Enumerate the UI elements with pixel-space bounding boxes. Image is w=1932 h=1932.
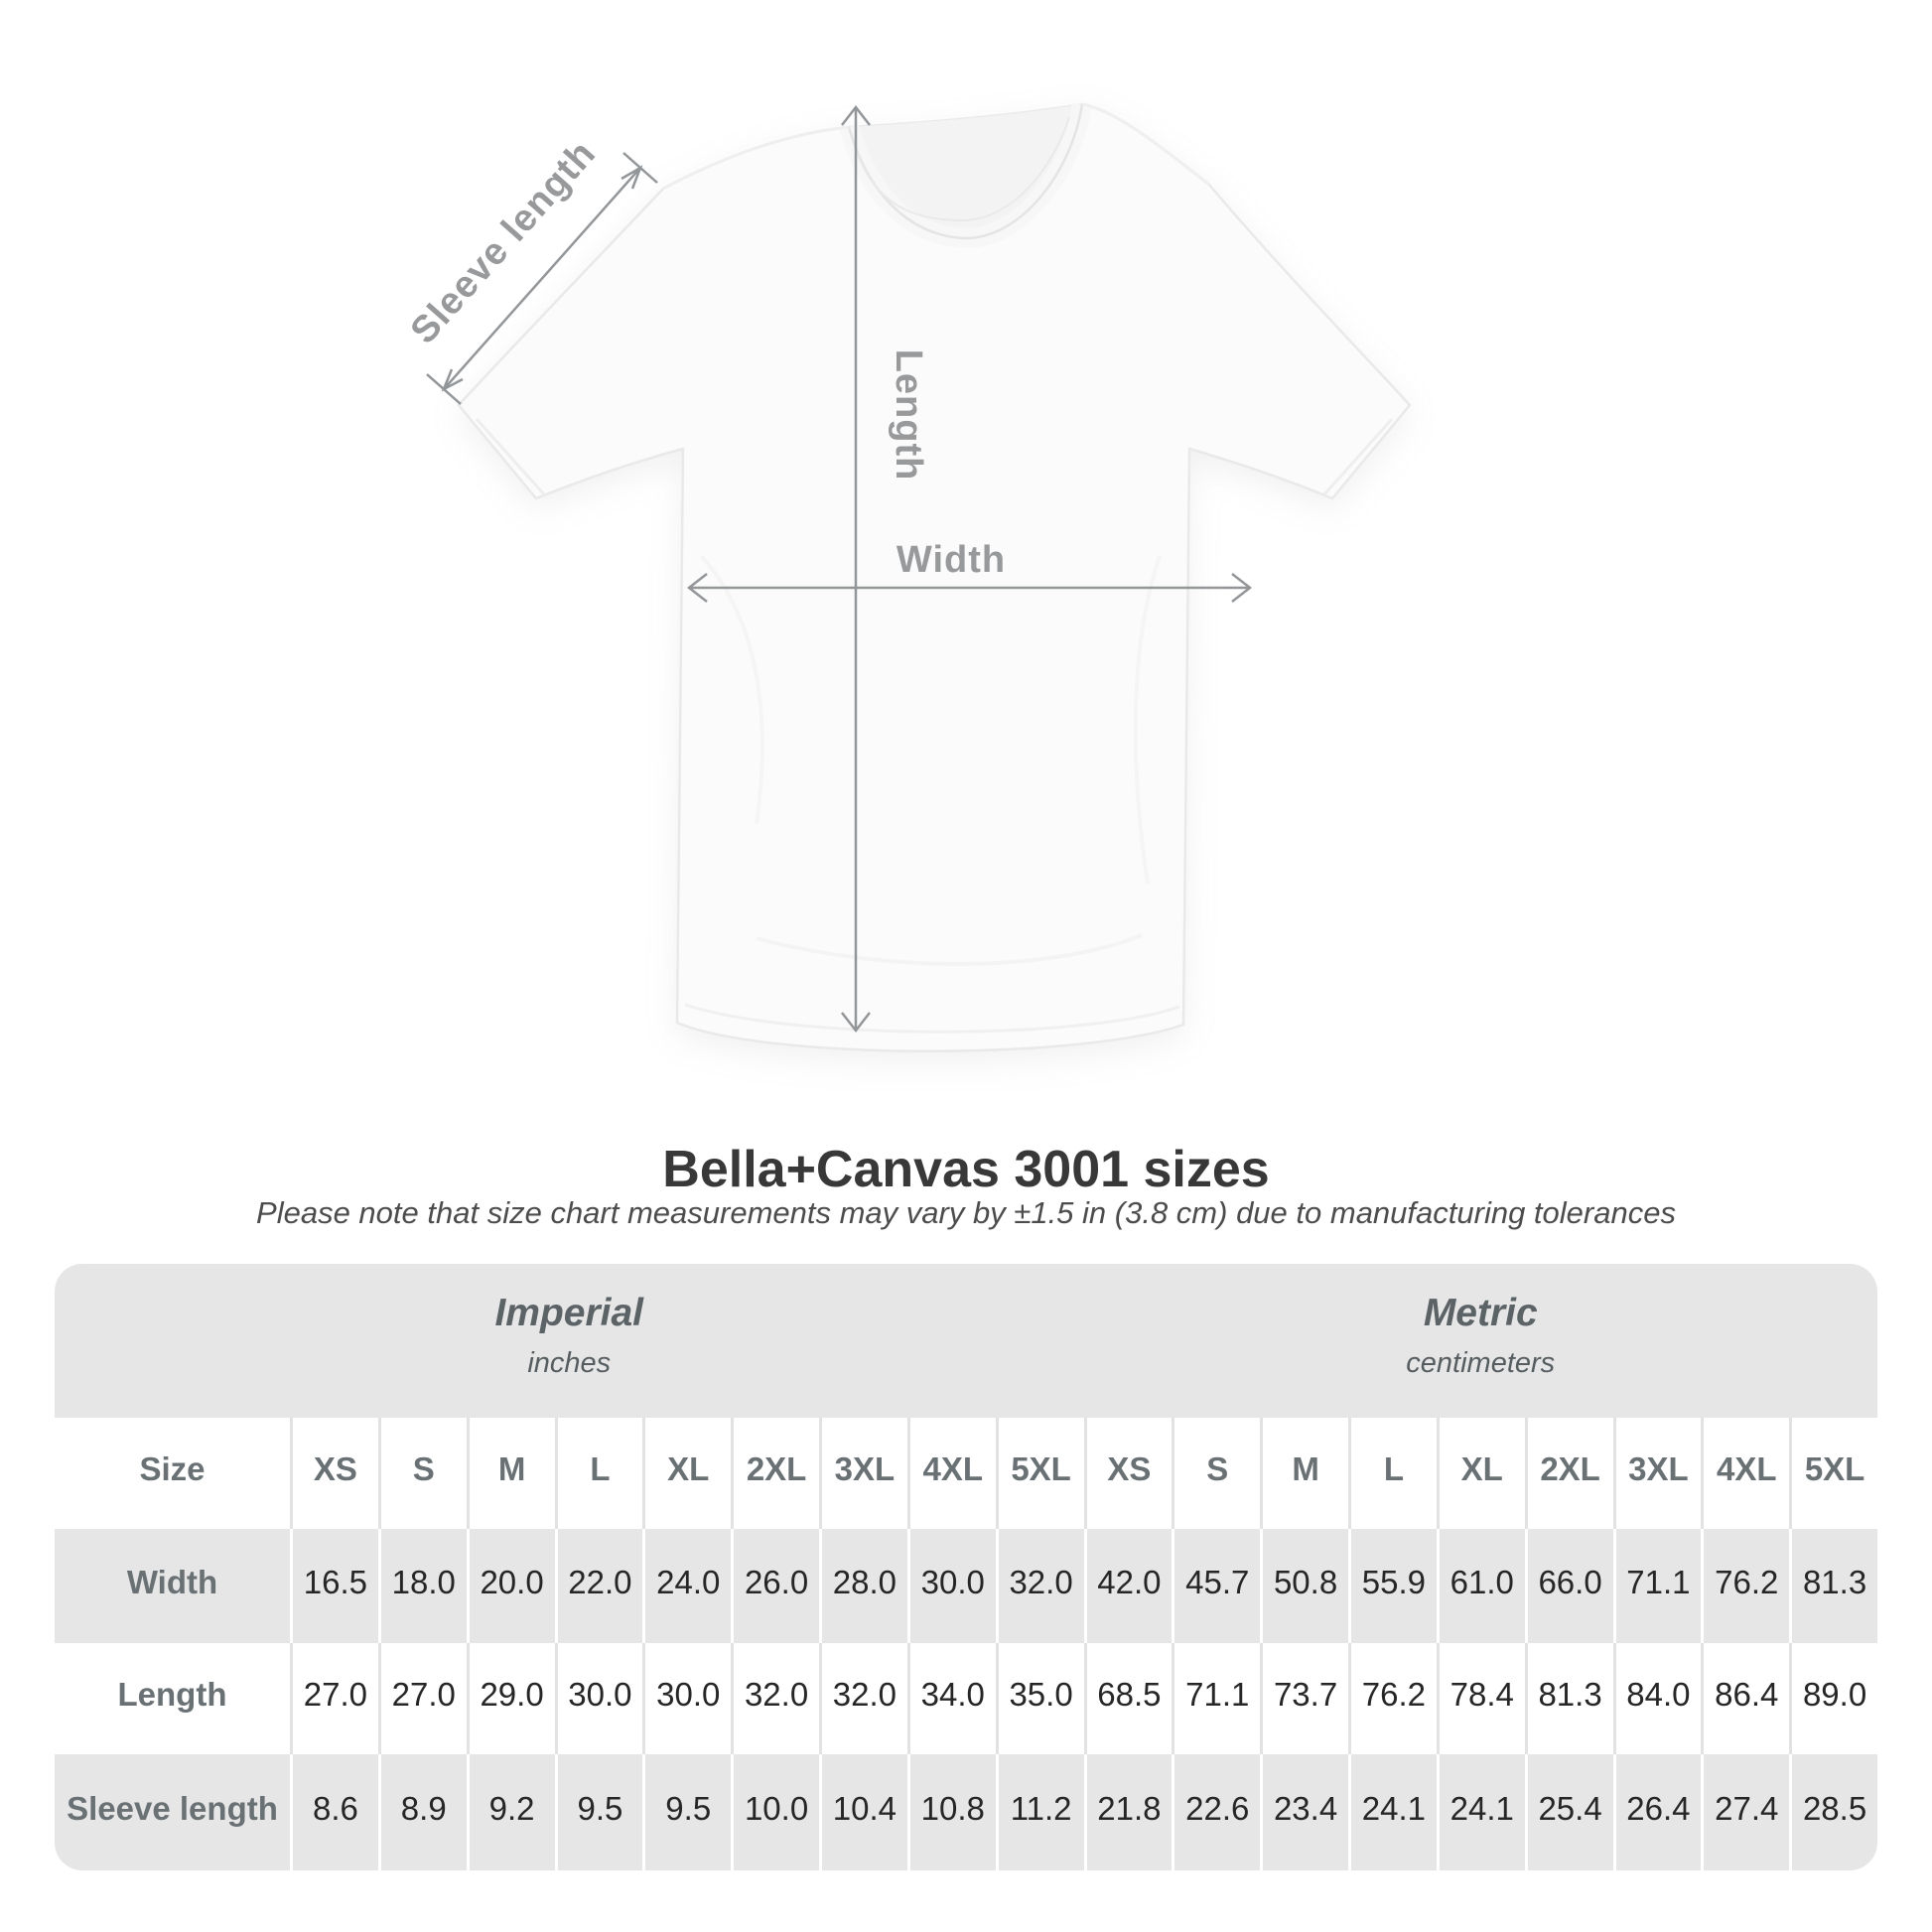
size-col-header-metric: XS bbox=[1083, 1418, 1173, 1529]
measurement-cell-metric: 84.0 bbox=[1612, 1643, 1702, 1754]
size-column-header: Size bbox=[55, 1418, 290, 1529]
size-col-header-imperial: S bbox=[377, 1418, 467, 1529]
measurement-cell-imperial: 11.2 bbox=[995, 1754, 1084, 1870]
measurement-cell-metric: 22.6 bbox=[1172, 1754, 1261, 1870]
measurement-cell-imperial: 29.0 bbox=[466, 1643, 555, 1754]
size-col-header-imperial: 2XL bbox=[731, 1418, 819, 1529]
measurement-cell-imperial: 34.0 bbox=[906, 1643, 996, 1754]
measurement-cell-metric: 81.3 bbox=[1789, 1529, 1877, 1643]
measurement-cell-imperial: 35.0 bbox=[995, 1643, 1084, 1754]
measurement-cell-imperial: 10.4 bbox=[819, 1754, 907, 1870]
measurement-cell-imperial: 22.0 bbox=[554, 1529, 643, 1643]
size-col-header-metric: 3XL bbox=[1612, 1418, 1702, 1529]
row-label: Length bbox=[55, 1643, 290, 1754]
page-title: Bella+Canvas 3001 sizes bbox=[662, 1141, 1270, 1198]
measurement-cell-metric: 45.7 bbox=[1172, 1529, 1261, 1643]
size-col-header-imperial: 3XL bbox=[819, 1418, 907, 1529]
measurement-cell-metric: 27.4 bbox=[1701, 1754, 1790, 1870]
size-col-header-imperial: 4XL bbox=[906, 1418, 996, 1529]
measurement-cell-metric: 28.5 bbox=[1789, 1754, 1877, 1870]
size-col-header-imperial: L bbox=[554, 1418, 643, 1529]
row-label: Sleeve length bbox=[55, 1754, 290, 1870]
measurement-cell-metric: 86.4 bbox=[1701, 1643, 1790, 1754]
measurement-cell-imperial: 28.0 bbox=[819, 1529, 907, 1643]
measurement-cell-metric: 68.5 bbox=[1083, 1643, 1173, 1754]
measurement-cell-metric: 66.0 bbox=[1524, 1529, 1613, 1643]
size-col-header-imperial: XS bbox=[290, 1418, 378, 1529]
row-label: Width bbox=[55, 1529, 290, 1643]
metric-section-unit: centimeters bbox=[1406, 1347, 1556, 1379]
size-col-header-metric: 4XL bbox=[1701, 1418, 1790, 1529]
measurement-cell-imperial: 30.0 bbox=[642, 1643, 732, 1754]
tshirt-diagram: Sleeve length Length Width bbox=[403, 102, 1412, 1052]
measurement-cell-metric: 81.3 bbox=[1524, 1643, 1613, 1754]
measurement-cell-metric: 73.7 bbox=[1260, 1643, 1348, 1754]
measurement-cell-metric: 23.4 bbox=[1260, 1754, 1348, 1870]
measurement-cell-imperial: 8.9 bbox=[377, 1754, 467, 1870]
size-col-header-imperial: M bbox=[466, 1418, 555, 1529]
measurement-cell-metric: 76.2 bbox=[1348, 1643, 1437, 1754]
measurement-cell-imperial: 30.0 bbox=[906, 1529, 996, 1643]
width-label: Width bbox=[897, 539, 1006, 581]
imperial-section-title: Imperial bbox=[494, 1292, 644, 1334]
measurement-cell-imperial: 32.0 bbox=[819, 1643, 907, 1754]
page-subtitle: Please note that size chart measurements… bbox=[256, 1195, 1676, 1230]
size-col-header-metric: 2XL bbox=[1524, 1418, 1613, 1529]
measurement-cell-imperial: 32.0 bbox=[995, 1529, 1084, 1643]
measurement-cell-metric: 21.8 bbox=[1083, 1754, 1173, 1870]
size-col-header-metric: 5XL bbox=[1789, 1418, 1877, 1529]
measurement-cell-imperial: 16.5 bbox=[290, 1529, 378, 1643]
measurement-cell-imperial: 27.0 bbox=[377, 1643, 467, 1754]
measurement-cell-metric: 71.1 bbox=[1172, 1643, 1261, 1754]
size-col-header-metric: S bbox=[1172, 1418, 1261, 1529]
measurement-cell-imperial: 9.5 bbox=[642, 1754, 732, 1870]
measurement-cell-metric: 50.8 bbox=[1260, 1529, 1348, 1643]
measurement-cell-imperial: 24.0 bbox=[642, 1529, 732, 1643]
size-col-header-metric: XL bbox=[1436, 1418, 1525, 1529]
measurement-cell-imperial: 8.6 bbox=[290, 1754, 378, 1870]
measurement-cell-metric: 26.4 bbox=[1612, 1754, 1702, 1870]
measurement-cell-imperial: 18.0 bbox=[377, 1529, 467, 1643]
metric-section-header: Metric centimeters bbox=[1083, 1264, 1877, 1418]
size-table: Imperial inches Metric centimeters Size X… bbox=[55, 1264, 1877, 1870]
size-col-header-imperial: XL bbox=[642, 1418, 732, 1529]
measurement-cell-imperial: 30.0 bbox=[554, 1643, 643, 1754]
measurement-cell-metric: 76.2 bbox=[1701, 1529, 1790, 1643]
measurement-cell-metric: 24.1 bbox=[1436, 1754, 1525, 1870]
tshirt-graphic bbox=[457, 102, 1412, 1052]
measurement-cell-metric: 24.1 bbox=[1348, 1754, 1437, 1870]
width-dimension: Width bbox=[686, 539, 1253, 603]
measurement-cell-metric: 78.4 bbox=[1436, 1643, 1525, 1754]
size-col-header-imperial: 5XL bbox=[995, 1418, 1084, 1529]
measurement-cell-imperial: 10.0 bbox=[731, 1754, 819, 1870]
imperial-section-unit: inches bbox=[527, 1347, 612, 1379]
measurement-cell-metric: 61.0 bbox=[1436, 1529, 1525, 1643]
measurement-cell-metric: 25.4 bbox=[1524, 1754, 1613, 1870]
measurement-cell-metric: 89.0 bbox=[1789, 1643, 1877, 1754]
measurement-cell-imperial: 20.0 bbox=[466, 1529, 555, 1643]
measurement-cell-metric: 55.9 bbox=[1348, 1529, 1437, 1643]
measurement-cell-imperial: 9.2 bbox=[466, 1754, 555, 1870]
size-col-header-metric: M bbox=[1260, 1418, 1348, 1529]
measurement-cell-metric: 42.0 bbox=[1083, 1529, 1173, 1643]
imperial-section-header: Imperial inches bbox=[55, 1264, 1084, 1418]
measurement-cell-imperial: 9.5 bbox=[554, 1754, 643, 1870]
size-col-header-metric: L bbox=[1348, 1418, 1437, 1529]
length-label: Length bbox=[888, 349, 929, 482]
length-dimension: Length bbox=[841, 104, 929, 1034]
measurement-cell-imperial: 32.0 bbox=[731, 1643, 819, 1754]
metric-section-title: Metric bbox=[1423, 1292, 1538, 1334]
measurement-cell-imperial: 10.8 bbox=[906, 1754, 996, 1870]
measurement-cell-imperial: 26.0 bbox=[731, 1529, 819, 1643]
measurement-cell-imperial: 27.0 bbox=[290, 1643, 378, 1754]
measurement-cell-metric: 71.1 bbox=[1612, 1529, 1702, 1643]
